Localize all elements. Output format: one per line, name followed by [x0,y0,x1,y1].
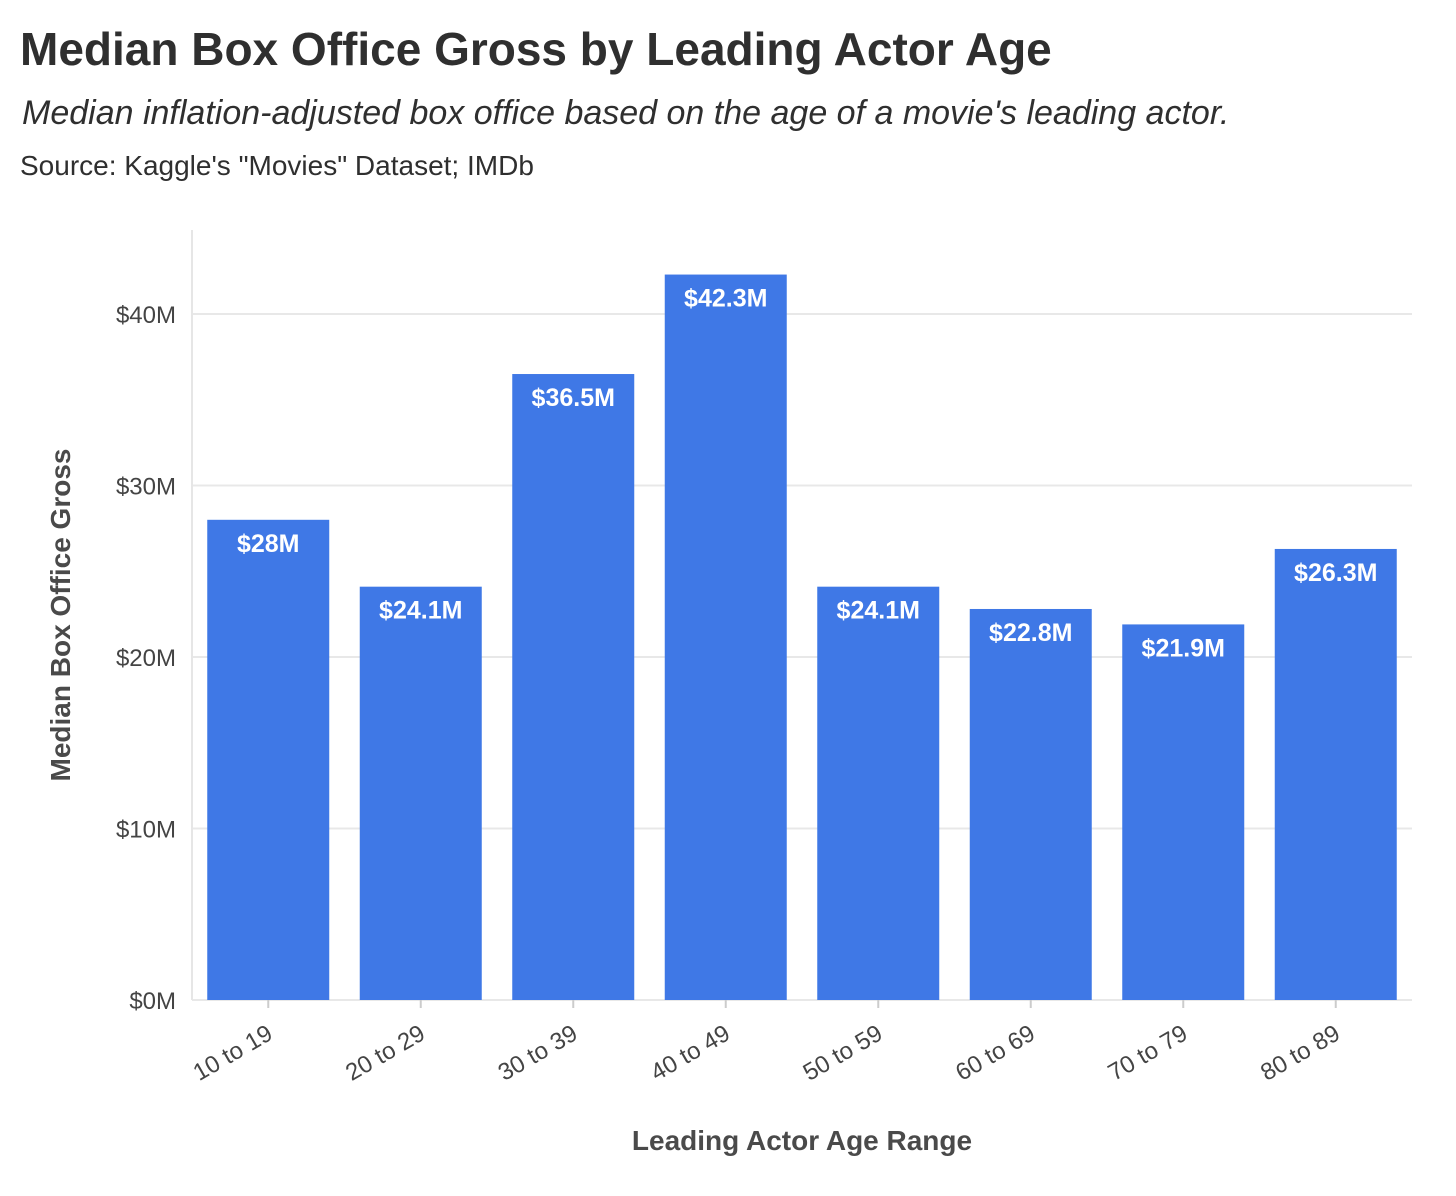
x-tick-label: 40 to 49 [646,1020,735,1087]
y-tick-label: $40M [116,302,176,329]
bar [664,274,787,1000]
chart-source: Source: Kaggle's "Movies" Dataset; IMDb [20,150,534,181]
y-axis-title: Median Box Office Gross [45,449,76,782]
chart-title: Median Box Office Gross by Leading Actor… [20,23,1052,75]
bar [512,374,635,1000]
x-tick-label: 80 to 89 [1256,1020,1345,1087]
x-tick-label: 60 to 69 [951,1020,1040,1087]
y-tick-label: $10M [116,817,176,844]
bar-value-label: $24.1M [379,597,462,625]
bar [359,586,482,1000]
bar [207,519,330,1000]
bar-value-label: $36.5M [532,384,615,412]
x-tick-label: 10 to 19 [189,1020,278,1087]
bar [817,586,940,1000]
bar [969,608,1092,1000]
bars: $28M $24.1M $36.5M $42.3M $24.1M $22.8M $21.9M… [207,274,1397,1000]
y-tick-label: $20M [116,645,176,672]
x-tick-label: 20 to 29 [341,1020,430,1087]
x-axis-title: Leading Actor Age Range [632,1125,972,1156]
bar [1122,624,1245,1000]
y-axis-ticks: $0M $10M $20M $30M $40M [116,302,176,1015]
bar-value-label: $42.3M [684,285,767,313]
y-tick-label: $0M [129,988,176,1015]
bar [1274,548,1397,1000]
x-tick-label: 30 to 39 [494,1020,583,1087]
x-tick-label: 50 to 59 [799,1020,888,1087]
x-axis-ticks: 10 to 19 20 to 29 30 to 39 40 to 49 50 to 59… [189,1000,1345,1087]
y-tick-label: $30M [116,474,176,501]
bar-value-label: $22.8M [989,619,1072,647]
x-tick-label: 70 to 79 [1104,1020,1193,1087]
chart-subtitle: Median inflation-adjusted box office bas… [22,94,1230,132]
bar-value-label: $28M [237,530,300,558]
bar-value-label: $26.3M [1294,559,1377,587]
bar-value-label: $21.9M [1142,634,1225,662]
bar-value-label: $24.1M [837,597,920,625]
